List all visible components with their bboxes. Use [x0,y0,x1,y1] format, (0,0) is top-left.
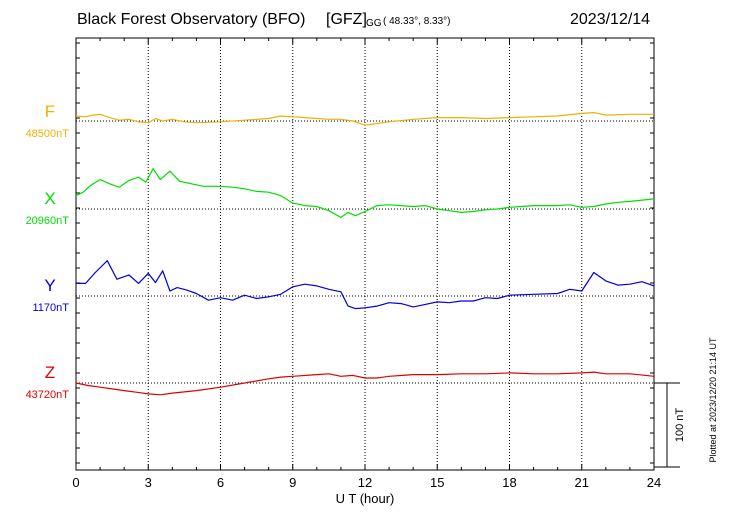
x-tick-label-24: 24 [647,475,661,490]
chart-title-institute: [GFZ] [326,11,367,28]
series-name-Y: Y [44,276,55,295]
series-baseline-label-X: 20960nT [26,215,70,227]
scale-bar-label: 100 nT [674,408,686,443]
series-baseline-label-Y: 1170nT [33,302,70,314]
x-tick-label-6: 6 [217,475,224,490]
series-baseline-label-Z: 43720nT [26,389,70,401]
series-line-Z [75,371,655,396]
chart-title-station: Black Forest Observatory (BFO) [77,11,306,28]
coordinate-prefix: GG [366,18,382,29]
x-tick-label-3: 3 [145,475,152,490]
series-line-Y [76,260,655,310]
x-tick-label-21: 21 [575,475,589,490]
series-name-F: F [45,102,55,121]
series-line-F [75,111,654,126]
chart-date: 2023/12/14 [570,11,651,28]
station-coordinates: ( 48.33°, 8.33°) [383,16,451,27]
x-tick-label-0: 0 [72,475,79,490]
x-tick-label-12: 12 [358,475,372,490]
series-name-Z: Z [45,363,55,382]
series-baseline-label-F: 48500nT [26,128,70,140]
x-tick-label-9: 9 [289,475,296,490]
plotted-timestamp: Plotted at 2023/12/20 21:14 UT [708,337,718,463]
series-line-X [75,168,655,218]
x-tick-label-18: 18 [502,475,516,490]
x-tick-label-15: 15 [430,475,444,490]
x-axis-label: U T (hour) [336,491,395,506]
series-name-X: X [44,189,55,208]
